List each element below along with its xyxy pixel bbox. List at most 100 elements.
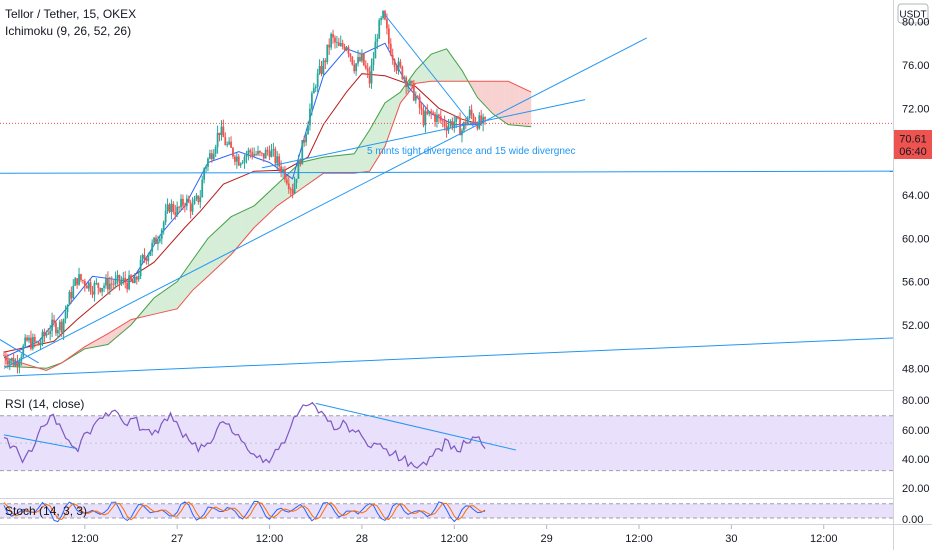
candle-body: [37, 341, 40, 346]
candle-body: [399, 61, 402, 67]
candle-body: [349, 53, 352, 57]
cloud-segment: [277, 180, 282, 206]
cloud-segment: [415, 66, 420, 84]
candle-body: [280, 166, 282, 173]
candle-body: [160, 229, 163, 239]
stoch-band: [0, 503, 893, 519]
candle-body: [130, 275, 132, 281]
candle-body: [80, 274, 82, 281]
cloud-segment: [473, 81, 478, 98]
cloud-segment: [435, 51, 439, 82]
candle-body: [180, 198, 182, 208]
cloud-segment: [88, 342, 93, 349]
candle-body: [185, 198, 188, 207]
candle-body: [382, 10, 384, 19]
cloud-segment: [350, 153, 355, 174]
candle-body: [222, 126, 225, 138]
candle-body: [74, 278, 77, 286]
candle-body: [259, 151, 261, 153]
price-axis[interactable]: USDT 48.0052.0056.0060.0064.0068.0072.00…: [894, 3, 932, 526]
cloud-segment: [442, 48, 447, 82]
candle-body: [191, 204, 194, 212]
candle-body: [268, 151, 271, 157]
cloud-segment: [465, 77, 470, 84]
cloud-segment: [365, 130, 370, 172]
candle-body: [403, 77, 406, 79]
candle-body: [68, 291, 71, 306]
candle-body: [212, 153, 215, 160]
candle-body: [337, 42, 340, 46]
time-tick-label: 12:00: [625, 533, 653, 545]
cloud-segment: [161, 289, 166, 313]
candle-body: [307, 125, 309, 135]
cloud-segment: [100, 335, 105, 346]
candle-body: [272, 148, 275, 150]
candle-body: [414, 96, 417, 101]
candle-body: [237, 156, 240, 166]
time-axis[interactable]: 12:00 27 12:00 28 12:00 29 12:00 30 12:00: [71, 525, 837, 545]
candle-body: [357, 57, 359, 64]
price-panel: 5 mints tight divergence and 15 wide div…: [0, 9, 894, 377]
cloud-segment: [385, 100, 389, 147]
candle-body: [51, 319, 54, 331]
cloud-segment: [438, 50, 443, 82]
candle-body: [105, 278, 107, 286]
rsi-tick: 80.00: [902, 395, 930, 407]
candle-body: [120, 281, 123, 284]
cloud-segment: [165, 287, 170, 312]
cloud-segment: [492, 81, 497, 117]
cloud-segment: [342, 154, 347, 174]
candle-body: [355, 63, 358, 72]
candle-body: [189, 202, 192, 212]
candle-body: [439, 116, 442, 121]
candle-body: [251, 152, 254, 157]
cloud-segment: [323, 156, 328, 174]
price-tick: 52.00: [902, 320, 930, 332]
candle-body: [441, 120, 444, 122]
candle-body: [401, 66, 404, 79]
candle-body: [266, 149, 269, 152]
candle-body: [451, 121, 454, 128]
candle-body: [218, 132, 221, 136]
cloud-segment: [354, 147, 359, 174]
candle-body: [362, 53, 365, 66]
candle-body: [393, 59, 396, 68]
candle-body: [366, 68, 369, 72]
candle-body: [182, 198, 184, 206]
candle-body: [422, 109, 425, 126]
chart-annotation: 5 mints tight divergence and 15 wide div…: [367, 146, 575, 157]
candle-body: [99, 287, 102, 292]
candle-body: [72, 285, 75, 299]
candle-body: [339, 43, 342, 46]
candle-body: [301, 140, 304, 165]
cloud-segment: [454, 59, 459, 82]
cloud-segment: [284, 173, 289, 201]
candle-body: [476, 123, 479, 129]
cloud-segment: [346, 154, 351, 174]
trendline: [261, 99, 586, 169]
stoch-label: Stoch (14, 3, 3): [5, 504, 87, 518]
cloud-segment: [269, 187, 274, 214]
candle-body: [310, 93, 313, 109]
candle-body: [139, 259, 142, 276]
candle-body: [31, 337, 34, 349]
candle-body: [83, 281, 86, 286]
candle-body: [374, 41, 377, 59]
candle-body: [170, 203, 173, 213]
cloud-segment: [107, 331, 112, 345]
candle-body: [226, 144, 229, 146]
currency-button[interactable]: [897, 3, 929, 24]
candle-body: [328, 44, 331, 48]
time-tick-label: 27: [171, 533, 183, 545]
candle-body: [10, 358, 13, 361]
cloud-segment: [392, 94, 397, 125]
candle-body: [47, 333, 50, 335]
candle-body: [35, 341, 38, 343]
candle-body: [326, 44, 329, 63]
cloud-segment: [273, 184, 278, 210]
candle-body: [391, 54, 394, 60]
price-badge-value: 70.61: [899, 134, 927, 146]
candle-body: [430, 111, 433, 113]
